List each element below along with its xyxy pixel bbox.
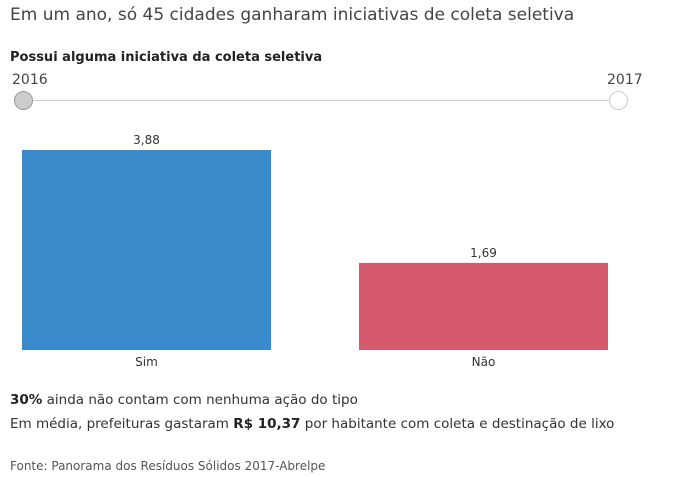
page-title: Em um ano, só 45 cidades ganharam inicia… xyxy=(10,5,575,25)
year-slider-track[interactable] xyxy=(23,100,620,101)
category-label: Sim xyxy=(135,355,158,369)
year-end-label: 2017 xyxy=(607,72,643,88)
note-line2-end: por habitante com coleta e destinação de… xyxy=(300,416,615,432)
bar-chart: 3,88 Sim 1,69 Não xyxy=(22,133,608,369)
data-label: 3,88 xyxy=(133,133,160,147)
note-line2-start: Em média, prefeituras gastaram xyxy=(10,416,234,432)
year-2016-knob[interactable] xyxy=(14,91,33,110)
chart-subtitle: Possui alguma iniciativa da coleta selet… xyxy=(10,50,323,65)
note-line1-text: ainda não contam com nenhuma ação do tip… xyxy=(42,392,358,408)
year-2017-knob[interactable] xyxy=(609,91,628,110)
note-spending: Em média, prefeituras gastaram R$ 10,37 … xyxy=(10,416,614,432)
bar-nao[interactable] xyxy=(359,262,608,350)
category-label: Não xyxy=(472,355,496,369)
note-no-initiative: 30% ainda não contam com nenhuma ação do… xyxy=(10,392,358,408)
bar-sim[interactable] xyxy=(22,150,271,350)
note-amount: R$ 10,37 xyxy=(233,416,301,432)
year-start-label: 2016 xyxy=(12,72,48,88)
data-label: 1,69 xyxy=(470,246,497,260)
note-percent: 30% xyxy=(10,392,43,408)
source-credit: Fonte: Panorama dos Resíduos Sólidos 201… xyxy=(10,459,326,473)
